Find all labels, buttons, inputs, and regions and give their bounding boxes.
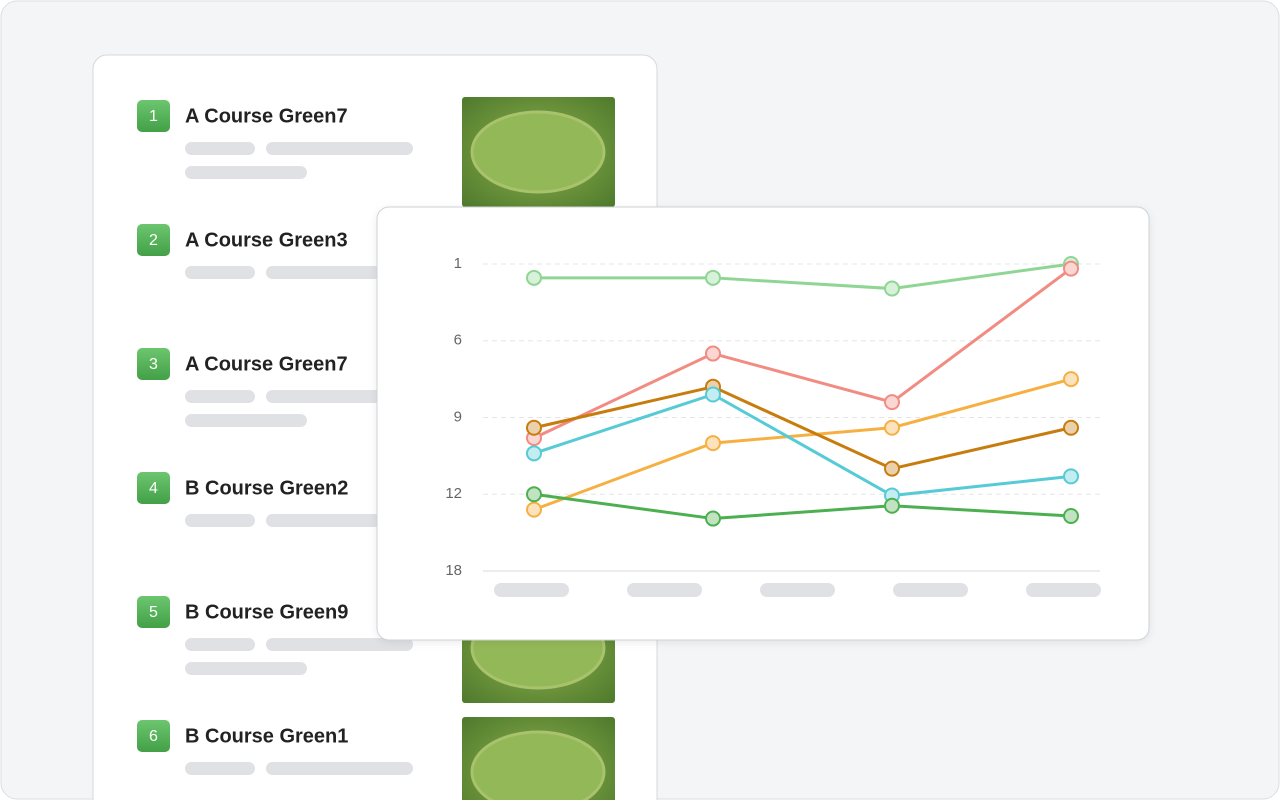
x-label-placeholder (893, 583, 968, 597)
placeholder (185, 266, 255, 279)
x-label-placeholder (760, 583, 835, 597)
placeholder (185, 762, 255, 775)
point (1063, 260, 1079, 277)
x-label-placeholder (627, 583, 702, 597)
point-bg (1064, 420, 1078, 435)
y-tick-label: 6 (454, 332, 462, 349)
placeholder (266, 266, 413, 279)
item-name: B Course Green9 (185, 601, 348, 623)
rank-number: 5 (149, 604, 158, 621)
point (884, 394, 900, 411)
item-name: A Course Green3 (185, 229, 348, 251)
placeholder (185, 514, 255, 527)
point (705, 510, 721, 527)
point-bg (885, 281, 899, 296)
rank-number: 2 (149, 232, 158, 249)
point-bg (706, 436, 720, 451)
x-label-placeholder (1026, 583, 1101, 597)
series-line (533, 392, 1072, 498)
placeholder (266, 638, 413, 651)
point (526, 445, 542, 462)
point (884, 497, 900, 514)
placeholder (185, 166, 307, 179)
placeholder (185, 414, 307, 427)
point (526, 419, 542, 436)
placeholder (185, 638, 255, 651)
point (705, 269, 721, 286)
point (526, 501, 542, 518)
point-bg (885, 395, 899, 410)
thumbnail-green (470, 730, 606, 800)
placeholder (266, 142, 413, 155)
rank-badge (137, 472, 170, 504)
item-name: A Course Green7 (185, 353, 348, 375)
series-line (534, 262, 1072, 291)
point-bg (527, 420, 541, 435)
point (884, 280, 900, 297)
point (884, 460, 900, 477)
point-bg (885, 461, 899, 476)
point (526, 269, 542, 286)
rank-badge (137, 348, 170, 380)
point-bg (1064, 261, 1078, 276)
placeholder (266, 762, 413, 775)
rank-number: 3 (149, 356, 158, 373)
rank-number: 4 (149, 480, 158, 497)
placeholder (266, 514, 413, 527)
placeholder (185, 142, 255, 155)
point-bg (706, 511, 720, 526)
rank-badge (137, 720, 170, 752)
point (705, 386, 721, 403)
point (1063, 507, 1079, 524)
placeholder (185, 662, 307, 675)
point-bg (706, 346, 720, 361)
point (526, 486, 542, 503)
point (705, 435, 721, 452)
point-bg (527, 502, 541, 517)
y-tick-label: 18 (445, 562, 462, 579)
point (1063, 371, 1079, 388)
item-name: B Course Green1 (185, 725, 348, 747)
point-bg (527, 446, 541, 461)
placeholder (185, 390, 255, 403)
y-tick-label: 12 (445, 485, 462, 502)
point (1063, 419, 1079, 436)
point (1063, 468, 1079, 485)
item-name: B Course Green2 (185, 477, 348, 499)
point-bg (527, 270, 541, 285)
point-bg (1064, 469, 1078, 484)
x-label-placeholder (494, 583, 569, 597)
series-line (533, 377, 1072, 512)
point-bg (1064, 372, 1078, 387)
rank-number: 6 (149, 728, 158, 745)
y-tick-label: 9 (454, 408, 462, 425)
chart-card: 1 6 9 12 18 (376, 206, 1150, 641)
point (884, 419, 900, 436)
series-line (533, 492, 1072, 521)
point-bg (1064, 508, 1078, 523)
item-name: A Course Green7 (185, 105, 348, 127)
rank-number: 1 (149, 108, 158, 125)
point-bg (706, 270, 720, 285)
point-bg (706, 387, 720, 402)
point-bg (885, 420, 899, 435)
series-line (533, 385, 1072, 471)
rank-badge (137, 224, 170, 256)
rank-badge (137, 100, 170, 132)
thumbnail-green (470, 110, 606, 194)
point (705, 345, 721, 362)
placeholder (266, 390, 413, 403)
point-bg (885, 498, 899, 513)
rank-badge (137, 596, 170, 628)
point-bg (527, 487, 541, 502)
y-tick-label: 1 (454, 255, 462, 272)
series-line (533, 267, 1072, 440)
